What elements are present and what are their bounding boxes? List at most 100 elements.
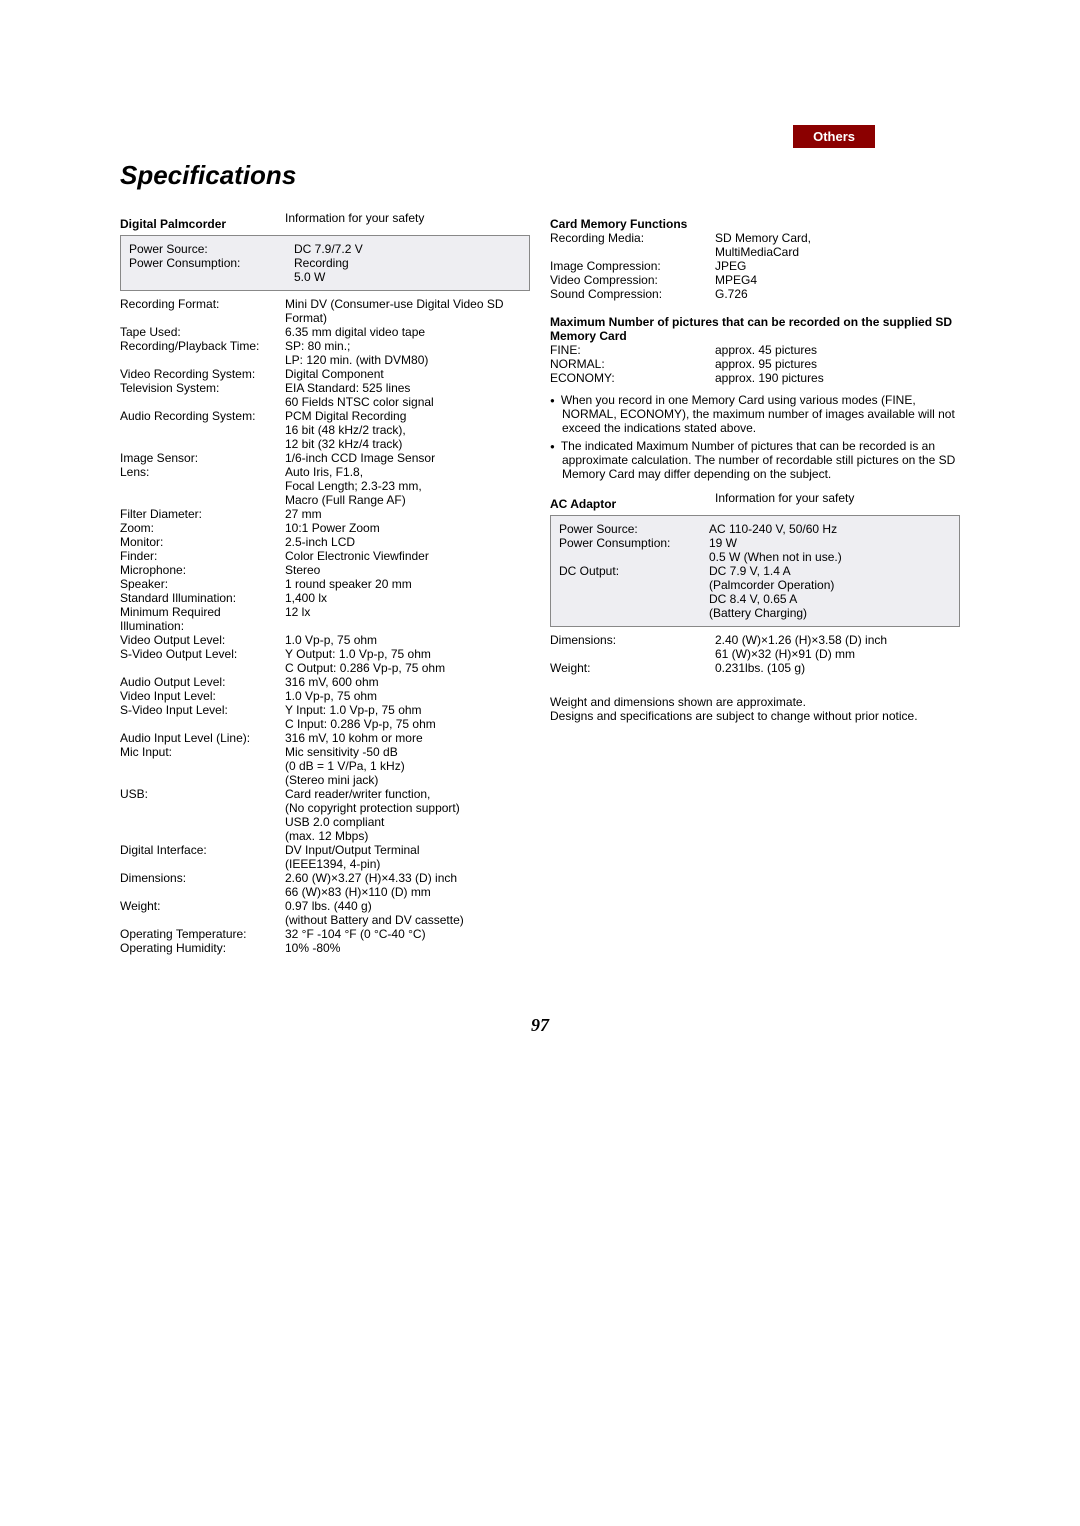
spec-row: Video Recording System:Digital Component: [120, 367, 530, 381]
spec-value: DC 7.9/7.2 V: [294, 242, 521, 256]
spec-label: Speaker:: [120, 577, 285, 591]
spec-row: Dimensions:2.60 (W)×3.27 (H)×4.33 (D) in…: [120, 871, 530, 899]
spec-row: Image Sensor:1/6-inch CCD Image Sensor: [120, 451, 530, 465]
left-header-row: Digital Palmcorder Information for your …: [120, 211, 530, 231]
spec-label: Recording/Playback Time:: [120, 339, 285, 367]
spec-label: Video Output Level:: [120, 633, 285, 647]
spec-label: Standard Illumination:: [120, 591, 285, 605]
spec-label: Power Source:: [129, 242, 294, 256]
spec-value: Auto Iris, F1.8, Focal Length; 2.3-23 mm…: [285, 465, 530, 507]
spec-label: S-Video Input Level:: [120, 703, 285, 731]
spec-row: Standard Illumination:1,400 lx: [120, 591, 530, 605]
ac-adaptor-header: AC Adaptor: [550, 497, 715, 511]
spec-row: Microphone:Stereo: [120, 563, 530, 577]
left-spec-box: Power Source:DC 7.9/7.2 VPower Consumpti…: [120, 235, 530, 291]
spec-value: Card reader/writer function, (No copyrig…: [285, 787, 530, 843]
spec-label: Tape Used:: [120, 325, 285, 339]
spec-row: Lens:Auto Iris, F1.8, Focal Length; 2.3-…: [120, 465, 530, 507]
spec-value: Color Electronic Viewfinder: [285, 549, 530, 563]
spec-row: Power Consumption:Recording 5.0 W: [129, 256, 521, 284]
spec-row: Recording/Playback Time:SP: 80 min.; LP:…: [120, 339, 530, 367]
spec-row: NORMAL:approx. 95 pictures: [550, 357, 960, 371]
spec-row: Audio Output Level:316 mV, 600 ohm: [120, 675, 530, 689]
spec-label: Sound Compression:: [550, 287, 715, 301]
spec-label: Audio Output Level:: [120, 675, 285, 689]
spec-row: Sound Compression:G.726: [550, 287, 960, 301]
spec-row: Finder:Color Electronic Viewfinder: [120, 549, 530, 563]
spec-value: JPEG: [715, 259, 960, 273]
spec-value: 1.0 Vp-p, 75 ohm: [285, 633, 530, 647]
left-column: Digital Palmcorder Information for your …: [120, 211, 530, 955]
spec-label: Power Consumption:: [559, 536, 709, 564]
max-picture-rows: FINE:approx. 45 picturesNORMAL:approx. 9…: [550, 343, 960, 385]
spec-value: Mini DV (Consumer-use Digital Video SD F…: [285, 297, 530, 325]
spec-label: Video Compression:: [550, 273, 715, 287]
spec-value: 10% -80%: [285, 941, 530, 955]
spec-label: Microphone:: [120, 563, 285, 577]
spec-value: DC 7.9 V, 1.4 A (Palmcorder Operation) D…: [709, 564, 951, 620]
spec-label: Weight:: [550, 661, 715, 675]
spec-value: approx. 190 pictures: [715, 371, 960, 385]
spec-row: Power Source:AC 110-240 V, 50/60 Hz: [559, 522, 951, 536]
spec-row: Image Compression:JPEG: [550, 259, 960, 273]
spec-value: Recording 5.0 W: [294, 256, 521, 284]
spec-row: Dimensions:2.40 (W)×1.26 (H)×3.58 (D) in…: [550, 633, 960, 661]
note-item: When you record in one Memory Card using…: [550, 393, 960, 435]
spec-row: Power Source:DC 7.9/7.2 V: [129, 242, 521, 256]
spec-row: FINE:approx. 45 pictures: [550, 343, 960, 357]
spec-value: 2.5-inch LCD: [285, 535, 530, 549]
page-title: Specifications: [120, 160, 960, 191]
section-tab: Others: [793, 125, 875, 148]
spec-row: USB:Card reader/writer function, (No cop…: [120, 787, 530, 843]
left-spec-rows: Recording Format:Mini DV (Consumer-use D…: [120, 297, 530, 955]
spec-label: Power Consumption:: [129, 256, 294, 284]
spec-value: 316 mV, 10 kohm or more: [285, 731, 530, 745]
spec-row: Video Compression:MPEG4: [550, 273, 960, 287]
spec-row: Speaker:1 round speaker 20 mm: [120, 577, 530, 591]
spec-row: Digital Interface:DV Input/Output Termin…: [120, 843, 530, 871]
spec-label: Power Source:: [559, 522, 709, 536]
spec-row: S-Video Output Level:Y Output: 1.0 Vp-p,…: [120, 647, 530, 675]
spec-label: Dimensions:: [120, 871, 285, 899]
spec-value: 0.231lbs. (105 g): [715, 661, 960, 675]
spec-value: Y Input: 1.0 Vp-p, 75 ohm C Input: 0.286…: [285, 703, 530, 731]
spec-value: 2.60 (W)×3.27 (H)×4.33 (D) inch 66 (W)×8…: [285, 871, 530, 899]
spec-label: Recording Format:: [120, 297, 285, 325]
left-header-value: Information for your safety: [285, 211, 530, 231]
spec-row: Minimum Required Illumination:12 lx: [120, 605, 530, 633]
spec-value: Digital Component: [285, 367, 530, 381]
spec-value: approx. 45 pictures: [715, 343, 960, 357]
spec-label: Recording Media:: [550, 231, 715, 259]
spec-label: FINE:: [550, 343, 715, 357]
content-columns: Digital Palmcorder Information for your …: [120, 211, 960, 955]
spec-label: Lens:: [120, 465, 285, 507]
spec-value: 19 W 0.5 W (When not in use.): [709, 536, 951, 564]
card-memory-header: Card Memory Functions: [550, 217, 960, 231]
spec-row: S-Video Input Level:Y Input: 1.0 Vp-p, 7…: [120, 703, 530, 731]
spec-value: approx. 95 pictures: [715, 357, 960, 371]
spec-row: Tape Used:6.35 mm digital video tape: [120, 325, 530, 339]
note-item: The indicated Maximum Number of pictures…: [550, 439, 960, 481]
spec-row: Filter Diameter:27 mm: [120, 507, 530, 521]
spec-row: Mic Input:Mic sensitivity -50 dB (0 dB =…: [120, 745, 530, 787]
spec-label: Image Sensor:: [120, 451, 285, 465]
digital-palmcorder-header: Digital Palmcorder: [120, 217, 285, 231]
spec-value: DV Input/Output Terminal (IEEE1394, 4-pi…: [285, 843, 530, 871]
spec-row: Recording Media:SD Memory Card, MultiMed…: [550, 231, 960, 259]
spec-row: Recording Format:Mini DV (Consumer-use D…: [120, 297, 530, 325]
spec-label: Minimum Required Illumination:: [120, 605, 285, 633]
ac-header-row: AC Adaptor Information for your safety: [550, 491, 960, 511]
right-column: Card Memory Functions Recording Media:SD…: [550, 211, 960, 955]
spec-value: 32 °F -104 °F (0 °C-40 °C): [285, 927, 530, 941]
spec-value: 2.40 (W)×1.26 (H)×3.58 (D) inch 61 (W)×3…: [715, 633, 960, 661]
notes-list: When you record in one Memory Card using…: [550, 393, 960, 481]
ac-spec-rows: Dimensions:2.40 (W)×1.26 (H)×3.58 (D) in…: [550, 633, 960, 675]
spec-value: 0.97 lbs. (440 g) (without Battery and D…: [285, 899, 530, 927]
spec-label: Digital Interface:: [120, 843, 285, 871]
spec-label: Audio Input Level (Line):: [120, 731, 285, 745]
spec-label: NORMAL:: [550, 357, 715, 371]
spec-row: DC Output:DC 7.9 V, 1.4 A (Palmcorder Op…: [559, 564, 951, 620]
footer-note: Weight and dimensions shown are approxim…: [550, 695, 960, 723]
spec-row: Video Input Level:1.0 Vp-p, 75 ohm: [120, 689, 530, 703]
spec-value: 10:1 Power Zoom: [285, 521, 530, 535]
